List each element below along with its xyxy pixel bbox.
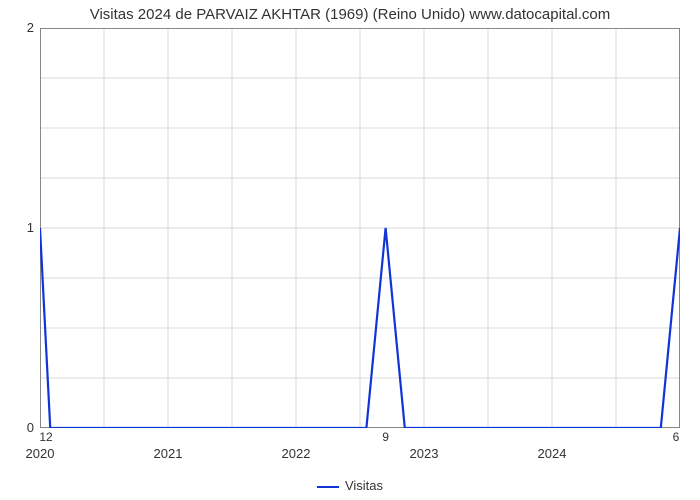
x-tick-label: 2020 [26, 446, 55, 461]
legend-label: Visitas [345, 478, 383, 493]
chart-title: Visitas 2024 de PARVAIZ AKHTAR (1969) (R… [0, 6, 700, 23]
data-point-label: 6 [673, 430, 680, 444]
data-point-label: 12 [39, 430, 52, 444]
y-tick-label: 1 [12, 220, 34, 235]
chart-container: Visitas 2024 de PARVAIZ AKHTAR (1969) (R… [0, 0, 700, 500]
legend-swatch [317, 486, 339, 488]
x-tick-label: 2023 [410, 446, 439, 461]
plot-area [40, 28, 680, 428]
data-point-label: 9 [382, 430, 389, 444]
legend: Visitas [0, 478, 700, 493]
y-tick-label: 0 [12, 420, 34, 435]
y-tick-label: 2 [12, 20, 34, 35]
x-tick-label: 2024 [538, 446, 567, 461]
x-tick-label: 2022 [282, 446, 311, 461]
x-tick-label: 2021 [154, 446, 183, 461]
